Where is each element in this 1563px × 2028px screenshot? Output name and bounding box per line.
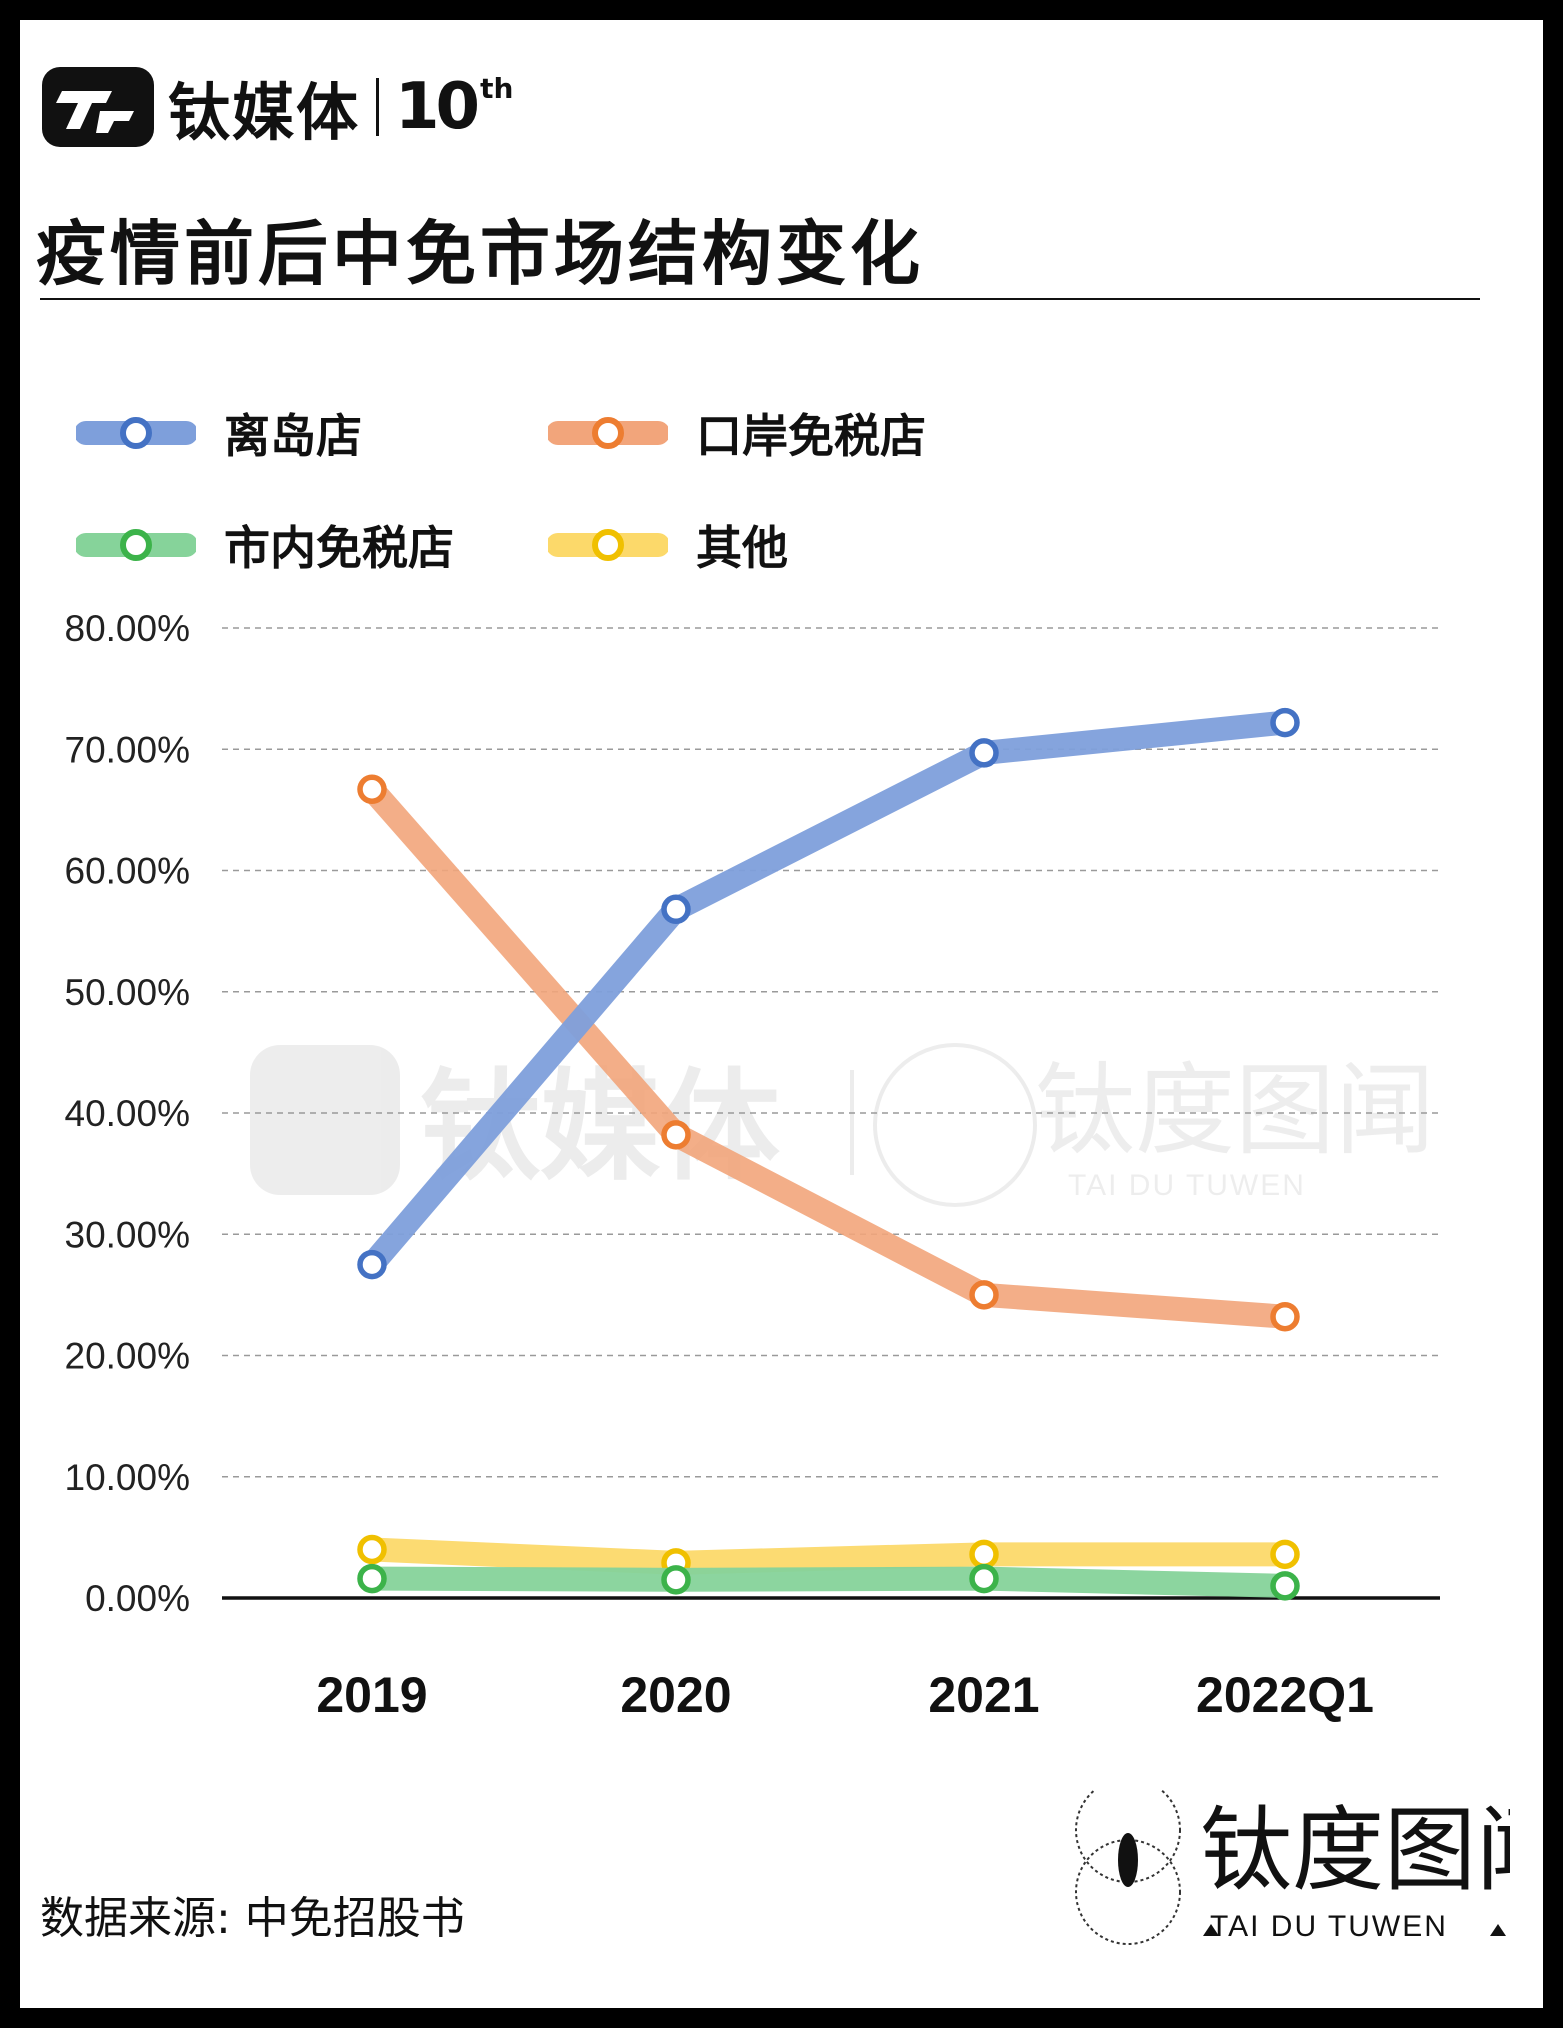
data-point bbox=[969, 1539, 999, 1570]
legend-label: 其他 bbox=[696, 521, 788, 575]
y-tick-label: 0.00% bbox=[85, 1578, 190, 1619]
series-3 bbox=[357, 1563, 1300, 1601]
legend-item-island: 离岛店 bbox=[76, 400, 362, 466]
triangle-left-icon bbox=[1203, 1924, 1219, 1936]
eye-icon bbox=[1118, 1833, 1138, 1887]
data-point bbox=[661, 894, 691, 925]
legend-item-port: 口岸免税店 bbox=[548, 400, 926, 466]
chart-title: 疫情前后中免市场结构变化 bbox=[36, 213, 924, 295]
brand-ten-number: 10 bbox=[395, 70, 480, 144]
x-tick-label: 2020 bbox=[620, 1667, 731, 1723]
data-source: 数据来源: 中免招股书 bbox=[40, 1893, 465, 1944]
footer-logo-sub: TAI DU TUWEN bbox=[1210, 1910, 1448, 1943]
footer-logo: 钛度图闻 TAI DU TUWEN bbox=[1075, 1790, 1510, 1945]
series-line bbox=[360, 1566, 1297, 1598]
y-axis: 0.00% 10.00% 20.00% 30.00% 40.00% 50.00% 60.00… bbox=[65, 608, 1440, 1619]
y-tick-label: 60.00% bbox=[65, 851, 191, 892]
data-point bbox=[969, 738, 999, 768]
data-point bbox=[357, 1534, 387, 1565]
data-point bbox=[1270, 1301, 1300, 1332]
x-tick-label: 2019 bbox=[316, 1667, 427, 1723]
brand-name: 钛媒体 bbox=[168, 76, 361, 149]
series-line bbox=[360, 1537, 1297, 1575]
title-divider bbox=[40, 298, 1480, 300]
y-tick-label: 10.00% bbox=[65, 1457, 191, 1498]
y-tick-label: 50.00% bbox=[65, 972, 191, 1013]
chart-card bbox=[20, 20, 1543, 2008]
data-point bbox=[357, 1563, 387, 1594]
legend-item-downtown: 市内免税店 bbox=[76, 512, 454, 578]
footer-circle-lower bbox=[1075, 1839, 1181, 1945]
legend-label: 离岛店 bbox=[224, 409, 362, 463]
watermark-sub: TAI DU TUWEN bbox=[1068, 1169, 1306, 1202]
legend-swatch-island bbox=[76, 417, 196, 449]
footer-logo-name: 钛度图闻 bbox=[1200, 1797, 1510, 1904]
legend-swatch-other bbox=[548, 529, 668, 561]
x-tick-label: 2022Q1 bbox=[1196, 1667, 1374, 1723]
watermark-divider bbox=[850, 1070, 854, 1175]
y-tick-label: 70.00% bbox=[65, 729, 191, 770]
legend-label: 市内免税店 bbox=[224, 521, 454, 575]
y-tick-label: 80.00% bbox=[65, 608, 191, 649]
data-point bbox=[1270, 707, 1300, 738]
legend-swatch-downtown bbox=[76, 529, 196, 561]
series-layer bbox=[357, 707, 1300, 1601]
data-point bbox=[357, 774, 387, 805]
watermark: 钛媒体 钛度图闻 TAI DU TUWEN bbox=[250, 1043, 1435, 1207]
data-point bbox=[661, 1565, 691, 1595]
watermark-name: 钛度图闻 bbox=[1035, 1052, 1435, 1169]
data-point bbox=[661, 1120, 691, 1150]
series-2 bbox=[357, 774, 1300, 1332]
data-point bbox=[357, 1249, 387, 1280]
watermark-logo-icon bbox=[250, 1045, 400, 1195]
legend-swatch-port bbox=[548, 417, 668, 449]
data-point bbox=[969, 1563, 999, 1594]
legend-label: 口岸免税店 bbox=[696, 409, 926, 463]
y-tick-label: 30.00% bbox=[65, 1214, 191, 1255]
brand-ten-suffix: th bbox=[480, 72, 514, 105]
triangle-right-icon bbox=[1490, 1924, 1506, 1936]
series-line bbox=[360, 777, 1297, 1329]
footer-circle-upper bbox=[1075, 1790, 1181, 1883]
watermark-eye-icon bbox=[873, 1043, 1037, 1207]
x-tick-label: 2021 bbox=[928, 1667, 1039, 1723]
series-4 bbox=[357, 1534, 1300, 1578]
x-axis: 2019 2020 2021 2022Q1 bbox=[316, 1667, 1374, 1723]
tmt-logo-icon bbox=[42, 67, 154, 147]
y-tick-label: 20.00% bbox=[65, 1336, 191, 1377]
data-point bbox=[1270, 1571, 1300, 1601]
series-1 bbox=[357, 707, 1300, 1280]
data-point bbox=[969, 1280, 999, 1310]
brand-divider bbox=[376, 78, 380, 136]
grid bbox=[222, 627, 1440, 1478]
series-line bbox=[360, 710, 1297, 1277]
legend-item-other: 其他 bbox=[548, 512, 788, 578]
data-point bbox=[1270, 1539, 1300, 1570]
y-tick-label: 40.00% bbox=[65, 1093, 191, 1134]
